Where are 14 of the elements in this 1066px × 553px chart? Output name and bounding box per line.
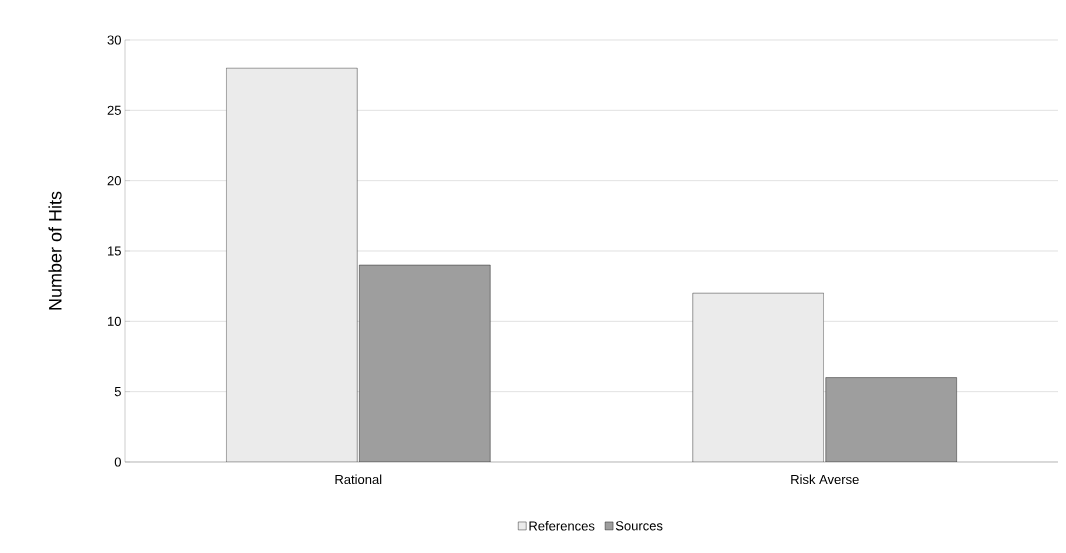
y-tick-label: 20 — [107, 176, 121, 186]
y-tick-label: 5 — [114, 387, 121, 397]
y-tick-label: 0 — [114, 457, 121, 467]
y-tick-label: 15 — [108, 246, 121, 256]
y-tick-label: 30 — [107, 35, 121, 45]
legend-label: References — [529, 521, 595, 531]
y-tick-label: 25 — [107, 105, 121, 115]
x-tick-label: Risk Averse — [791, 474, 859, 485]
x-tick-label: Rational — [335, 474, 382, 485]
y-axis-title: Number of Hits — [48, 191, 62, 310]
legend-label: Sources — [615, 521, 663, 531]
bar — [359, 264, 491, 462]
y-tick-label: 10 — [108, 316, 121, 326]
bar — [825, 377, 957, 462]
